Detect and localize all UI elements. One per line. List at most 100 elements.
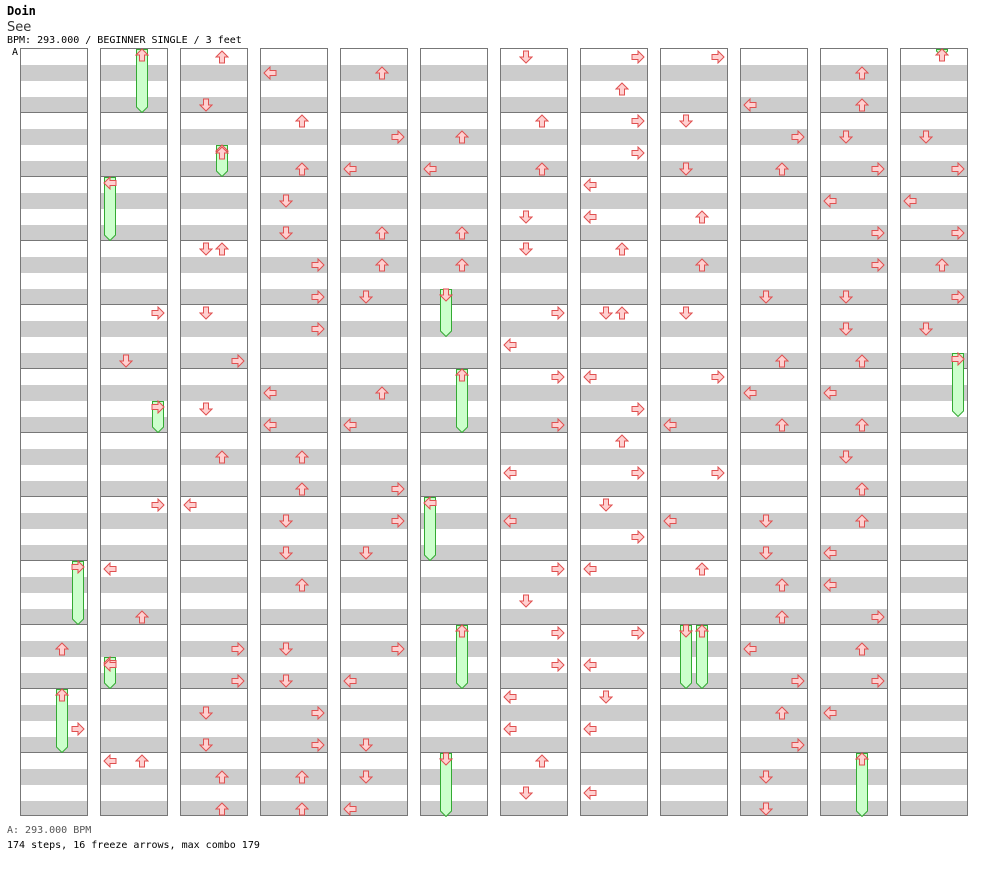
chart-column-11 (820, 48, 888, 817)
measure-line (101, 496, 167, 497)
step-arrow-down-icon (599, 690, 613, 704)
measure-line (501, 432, 567, 433)
measure-line (261, 112, 327, 113)
step-arrow-right-icon (551, 306, 565, 320)
step-arrow-down-icon (359, 738, 373, 752)
measure-line (581, 496, 647, 497)
measure-line (101, 112, 167, 113)
step-arrow-down-icon (359, 546, 373, 560)
freeze-arrow-up (456, 369, 468, 433)
step-arrow-right-icon (391, 642, 405, 656)
step-arrow-up-icon (375, 66, 389, 80)
step-arrow-down-icon (759, 802, 773, 816)
measure-line (181, 176, 247, 177)
step-arrow-left-icon (103, 658, 117, 672)
step-arrow-down-icon (919, 322, 933, 336)
measure-line (341, 304, 407, 305)
step-arrow-down-icon (279, 546, 293, 560)
step-arrow-down-icon (359, 290, 373, 304)
measure-line (741, 240, 807, 241)
measure-line (661, 560, 727, 561)
freeze-arrow-right (72, 561, 84, 625)
step-arrow-up-icon (535, 162, 549, 176)
chart-column-3 (180, 48, 248, 816)
step-arrow-right-icon (951, 162, 965, 176)
step-arrow-left-icon (903, 194, 917, 208)
measure-line (341, 688, 407, 689)
measure-line (341, 240, 407, 241)
measure-line (661, 496, 727, 497)
step-arrow-right-icon (231, 642, 245, 656)
measure-line (101, 304, 167, 305)
measure-line (21, 560, 87, 561)
measure-line (661, 368, 727, 369)
step-arrow-left-icon (343, 418, 357, 432)
freeze-head-up-icon (455, 624, 469, 638)
freeze-arrow-left (104, 177, 116, 241)
step-arrow-up-icon (695, 210, 709, 224)
step-arrow-down-icon (199, 242, 213, 256)
step-arrow-right-icon (951, 290, 965, 304)
freeze-head-right-icon (951, 352, 965, 366)
freeze-arrow-down (440, 289, 452, 337)
step-arrow-left-icon (663, 418, 677, 432)
step-arrow-up-icon (455, 226, 469, 240)
step-arrow-right-icon (951, 226, 965, 240)
measure-line (181, 624, 247, 625)
measure-line (21, 432, 87, 433)
step-arrow-left-icon (503, 690, 517, 704)
measure-line (501, 368, 567, 369)
freeze-head-up-icon (935, 48, 949, 62)
measure-line (741, 752, 807, 753)
step-arrow-down-icon (839, 290, 853, 304)
freeze-head-left-icon (103, 176, 117, 190)
measure-line (21, 688, 87, 689)
step-arrow-up-icon (215, 146, 229, 160)
measure-line (661, 176, 727, 177)
measure-line (821, 496, 887, 497)
step-arrow-up-icon (215, 802, 229, 816)
step-arrow-right-icon (551, 626, 565, 640)
measure-line (421, 560, 487, 561)
step-arrow-left-icon (583, 210, 597, 224)
step-arrow-up-icon (855, 514, 869, 528)
step-arrow-right-icon (391, 482, 405, 496)
song-title: Doin (7, 4, 36, 18)
step-arrow-right-icon (631, 50, 645, 64)
freeze-head-right-icon (151, 400, 165, 414)
measure-line (101, 176, 167, 177)
measure-line (181, 304, 247, 305)
step-arrow-left-icon (743, 386, 757, 400)
step-arrow-right-icon (871, 226, 885, 240)
freeze-arrow-up (856, 753, 868, 817)
step-arrow-right-icon (551, 418, 565, 432)
measure-line (501, 624, 567, 625)
measure-line (261, 432, 327, 433)
step-arrow-down-icon (679, 114, 693, 128)
measure-line (821, 176, 887, 177)
step-arrow-down-icon (919, 130, 933, 144)
step-arrow-right-icon (631, 530, 645, 544)
measure-line (821, 432, 887, 433)
step-arrow-right-icon (711, 370, 725, 384)
measure-line (501, 304, 567, 305)
measure-line (581, 304, 647, 305)
measure-line (21, 624, 87, 625)
footer-bpm: A: 293.000 BPM (7, 825, 92, 836)
chart-column-12 (900, 48, 968, 816)
measure-line (341, 432, 407, 433)
step-arrow-down-icon (759, 514, 773, 528)
freeze-head-up-icon (455, 368, 469, 382)
freeze-head-up-icon (855, 752, 869, 766)
step-arrow-right-icon (871, 674, 885, 688)
measure-line (661, 432, 727, 433)
step-arrow-right-icon (631, 626, 645, 640)
measure-line (341, 368, 407, 369)
step-arrow-up-icon (855, 418, 869, 432)
step-arrow-left-icon (263, 386, 277, 400)
step-arrow-down-icon (599, 306, 613, 320)
freeze-head-down-icon (679, 624, 693, 638)
measure-line (421, 112, 487, 113)
step-arrow-left-icon (503, 722, 517, 736)
measure-line (901, 368, 967, 369)
